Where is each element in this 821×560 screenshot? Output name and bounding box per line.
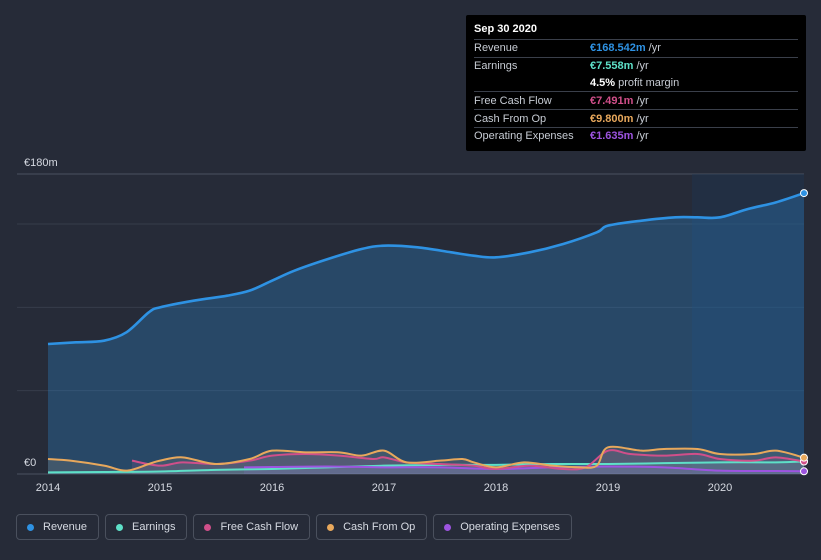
series-lines [47,191,805,474]
cfo-endpoint [800,453,808,462]
revenue-endpoint [800,189,808,198]
opex-endpoint [800,467,808,476]
tooltip-row-earnings: Earnings €7.558m /yr [474,56,798,75]
legend-label: Free Cash Flow [220,521,299,533]
legend-label: Earnings [132,521,176,533]
x-tick-label: 2016 [260,482,284,494]
tooltip-row-opex: Operating Expenses €1.635m /yr [474,126,798,145]
legend-dot-icon [327,523,335,531]
legend-item-revenue[interactable]: Revenue [16,514,100,540]
forecast-highlight-band [692,174,804,474]
tooltip-margin-text: profit margin [618,76,680,89]
legend-dot-icon [27,523,34,531]
y-axis-top-label: €180m [24,157,58,169]
tooltip-row-fcf: Free Cash Flow €7.491m /yr [474,91,798,109]
x-axis-ticks: 2014 2015 2016 2017 2018 2019 2020 [36,482,732,494]
tooltip-row-margin: 4.5% profit margin [474,75,798,92]
x-tick-label: 2017 [372,482,396,494]
tooltip-label-cfo: Cash From Op [474,112,547,125]
legend-item-earnings[interactable]: Earnings [105,514,188,540]
tooltip-unit: /yr [636,112,649,125]
tooltip-unit: /yr [636,94,649,107]
tooltip-unit: /yr [636,130,649,143]
tooltip-date: Sep 30 2020 [474,23,537,35]
tooltip-unit: /yr [648,42,661,55]
cfo-line [47,445,805,472]
revenue-line [47,191,805,346]
tooltip-label-revenue: Revenue [474,42,519,55]
opex-area [244,466,804,474]
tooltip-value-cfo: €9.800m [590,112,634,125]
legend-label: Revenue [43,521,88,533]
legend-dot-icon [204,523,212,531]
tooltip-value-opex: €1.635m [590,130,634,143]
data-tooltip: Sep 30 2020 Revenue €168.542m /yr Earnin… [466,15,806,151]
series-areas [48,193,804,474]
legend-item-free-cash-flow[interactable]: Free Cash Flow [193,514,311,540]
x-tick-label: 2019 [596,482,620,494]
tooltip-label-fcf: Free Cash Flow [474,94,552,107]
legend-dot-icon [116,523,124,531]
legend-dot-icon [444,523,452,531]
chart-legend: Revenue Earnings Free Cash Flow Cash Fro… [16,514,572,540]
tooltip-row-cfo: Cash From Op €9.800m /yr [474,109,798,127]
legend-item-operating-expenses[interactable]: Operating Expenses [433,514,572,540]
tooltip-value-margin: 4.5% [590,76,616,89]
x-tick-label: 2014 [36,482,60,494]
legend-label: Cash From Op [343,521,416,533]
opex-line [243,465,805,473]
tooltip-unit: /yr [636,60,649,73]
revenue-area [48,193,804,474]
legend-label: Operating Expenses [460,521,560,533]
series-endpoints [800,189,808,476]
tooltip-value-earnings: €7.558m [590,60,634,73]
tooltip-row-revenue: Revenue €168.542m /yr [474,39,798,57]
tooltip-value-fcf: €7.491m [590,94,634,107]
chart-grid [17,173,804,475]
x-tick-label: 2018 [484,482,508,494]
tooltip-value-revenue: €168.542m [590,42,646,55]
x-tick-label: 2020 [708,482,732,494]
tooltip-label-opex: Operating Expenses [474,130,574,143]
y-axis-bottom-label: €0 [24,457,36,469]
legend-item-cash-from-op[interactable]: Cash From Op [316,514,428,540]
fcf-line [131,449,805,471]
earnings-revenue-chart: €180m €0 2014 2015 2016 2017 2018 2019 2020 [17,157,808,494]
tooltip-label-earnings: Earnings [474,60,518,73]
x-tick-label: 2015 [148,482,172,494]
